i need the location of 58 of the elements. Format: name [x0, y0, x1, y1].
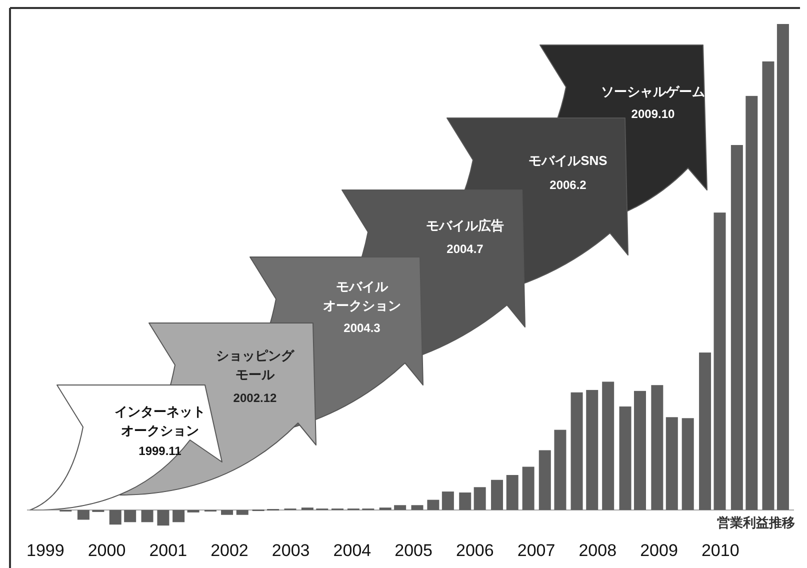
annotation: 2002.12	[233, 391, 278, 405]
x-tick-label: 2002	[210, 541, 248, 560]
annotation: 2006.2	[550, 178, 587, 192]
annotation: ショッピングモール	[216, 348, 295, 382]
bar	[682, 418, 694, 510]
bar	[762, 61, 774, 510]
bar	[491, 480, 504, 510]
bar	[586, 390, 598, 510]
bar	[221, 510, 234, 515]
bar	[77, 510, 90, 520]
x-tick-label: 1999	[26, 541, 64, 560]
x-tick-label: 2006	[456, 541, 494, 560]
bar	[459, 492, 472, 510]
bar	[634, 390, 646, 510]
x-tick-label: 2008	[578, 541, 617, 560]
bar	[746, 96, 758, 510]
bar	[474, 487, 486, 510]
bar	[538, 450, 551, 510]
annotation: モバイル広告	[426, 218, 504, 233]
x-tick-label: 2000	[88, 541, 126, 560]
bar	[522, 466, 534, 510]
annotation: 1999.11	[138, 444, 182, 458]
x-tick-label: 2005	[394, 541, 432, 560]
annotation: モバイルSNS	[528, 153, 608, 168]
bar	[506, 475, 518, 510]
bar	[651, 385, 664, 510]
x-tick-label: 2009	[640, 541, 678, 560]
annotation: 2004.3	[344, 321, 381, 335]
bar	[602, 382, 614, 510]
bar	[172, 510, 185, 522]
bar	[619, 406, 632, 510]
bar	[554, 430, 566, 510]
bar	[714, 212, 726, 510]
bar	[776, 24, 789, 510]
annotation: インターネットオークション	[114, 404, 206, 438]
bar	[157, 510, 170, 526]
x-tick-label: 2010	[701, 541, 740, 560]
bar	[124, 510, 136, 522]
bar	[411, 505, 424, 510]
annotation: 営業利益推移	[717, 515, 795, 530]
bar	[427, 500, 440, 510]
bar	[141, 510, 154, 522]
bar	[699, 352, 712, 510]
x-tick-label: 2003	[272, 541, 310, 560]
annotation: 2004.7	[446, 242, 484, 256]
bar	[394, 505, 406, 510]
x-tick-label: 2001	[149, 541, 188, 560]
bar	[570, 392, 583, 510]
annotation: ソーシャルゲーム	[601, 84, 705, 99]
x-tick-label: 2007	[517, 541, 556, 560]
bar	[109, 510, 122, 525]
bar	[666, 417, 678, 510]
x-tick-label: 2004	[333, 541, 372, 560]
bar	[730, 145, 743, 510]
annotation: 2009.10	[631, 107, 676, 121]
bar	[236, 510, 248, 515]
bar	[442, 492, 454, 510]
annotation: モバイルオークション	[323, 279, 401, 313]
